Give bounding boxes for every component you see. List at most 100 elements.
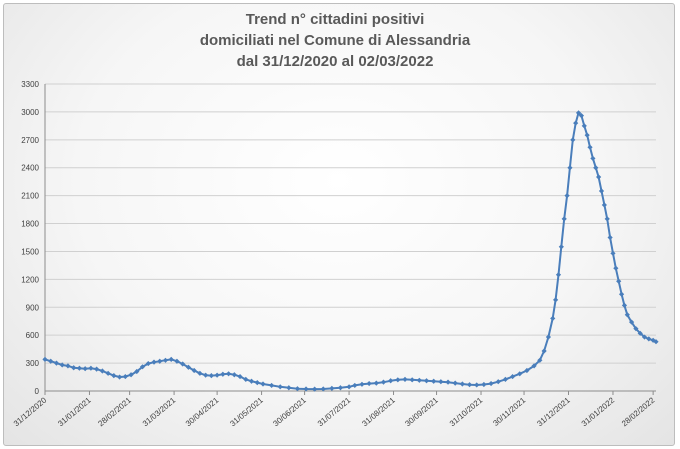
- data-point: [53, 360, 60, 366]
- x-tick-label: 31/10/2021: [448, 395, 485, 428]
- data-point: [416, 377, 422, 383]
- y-tick-label: 0: [35, 387, 40, 396]
- data-point: [575, 110, 582, 116]
- data-point: [48, 358, 54, 364]
- data-point: [277, 384, 283, 390]
- chart-title: Trend n° cittadini positivi domiciliati …: [200, 11, 471, 70]
- x-tick-label: 30/09/2021: [403, 395, 440, 428]
- data-point: [346, 384, 352, 390]
- x-tick-label: 31/05/2021: [228, 395, 265, 428]
- data-point: [637, 330, 643, 336]
- data-point: [352, 382, 358, 389]
- data-point: [459, 381, 465, 387]
- data-point: [197, 370, 203, 376]
- y-tick-label: 2100: [21, 192, 39, 201]
- data-point: [474, 382, 480, 388]
- data-point: [550, 315, 556, 322]
- x-tick-label: 28/02/2022: [620, 395, 657, 428]
- data-point: [269, 382, 275, 389]
- data-point: [71, 365, 77, 371]
- data-point: [65, 363, 71, 369]
- data-point: [122, 373, 128, 380]
- gridlines: [45, 83, 656, 392]
- data-point: [481, 381, 487, 388]
- data-point: [286, 385, 292, 391]
- data-point: [59, 362, 65, 368]
- data-point: [359, 381, 365, 387]
- data-point: [601, 202, 607, 208]
- data-point: [225, 371, 232, 377]
- data-point: [243, 376, 249, 382]
- data-point: [584, 132, 590, 138]
- x-tick-label: 31/12/2020: [12, 395, 49, 428]
- data-point: [191, 367, 197, 374]
- data-point: [388, 378, 394, 384]
- x-tick-label: 31/12/2021: [535, 395, 572, 428]
- y-tick-label: 1500: [21, 247, 39, 256]
- data-point: [445, 379, 451, 385]
- data-point: [409, 377, 415, 383]
- x-axis: 31/12/2020 31/01/2021 28/02/2021 31/03/2021…: [12, 390, 657, 428]
- data-point: [162, 357, 169, 363]
- y-tick-label: 2700: [21, 136, 39, 145]
- data-point: [329, 385, 335, 391]
- data-point: [303, 386, 309, 392]
- data-point: [633, 326, 639, 332]
- data-point: [402, 376, 408, 382]
- chart-title-line-2: domiciliati nel Comune di Alessandria: [200, 32, 471, 49]
- data-point: [237, 373, 243, 380]
- data-point: [116, 374, 123, 380]
- data-point: [650, 337, 656, 343]
- data-point: [537, 357, 543, 363]
- data-point: [203, 372, 209, 378]
- data-point: [596, 174, 602, 180]
- data-point: [573, 120, 579, 126]
- data-point: [157, 358, 163, 364]
- data-point: [495, 379, 501, 385]
- data-point: [618, 291, 625, 297]
- data-point: [578, 113, 585, 119]
- y-tick-label: 3300: [21, 80, 39, 89]
- data-point: [320, 386, 326, 392]
- data-point: [248, 378, 255, 384]
- data-point: [180, 361, 186, 367]
- data-point: [76, 365, 83, 371]
- data-point: [260, 381, 266, 387]
- data-point: [613, 265, 619, 271]
- data-point: [561, 216, 567, 222]
- data-point: [641, 334, 648, 340]
- data-point: [366, 380, 372, 387]
- x-tick-label: 31/01/2022: [580, 395, 617, 428]
- data-point: [99, 368, 105, 374]
- data-point: [174, 358, 180, 364]
- data-point: [555, 272, 562, 278]
- x-tick-label: 31/07/2021: [316, 395, 353, 428]
- data-point: [541, 348, 547, 354]
- x-tick-label: 30/06/2021: [271, 395, 308, 428]
- data-point: [629, 319, 635, 325]
- data-point: [502, 376, 509, 382]
- data-point: [438, 379, 444, 385]
- data-point: [553, 297, 559, 303]
- data-point: [88, 365, 94, 371]
- chart-title-line-3: dal 31/12/2020 al 02/03/2022: [237, 53, 434, 70]
- data-point: [581, 123, 587, 129]
- data-point: [593, 165, 599, 171]
- y-axis: 0 300 600 900 1200 1500 1800 2100 2400 2700 3000 33…: [21, 80, 46, 396]
- data-point: [185, 364, 192, 370]
- data-point: [607, 234, 613, 241]
- y-tick-label: 900: [26, 303, 40, 312]
- data-point: [94, 366, 100, 372]
- data-point: [570, 137, 576, 143]
- data-point: [466, 382, 473, 388]
- data-point: [653, 339, 659, 345]
- data-point: [312, 386, 318, 392]
- data-point: [604, 216, 610, 222]
- data-point: [431, 378, 437, 384]
- y-tick-label: 600: [26, 331, 40, 340]
- data-point: [567, 165, 573, 171]
- data-point: [610, 250, 616, 256]
- data-point: [624, 312, 630, 318]
- data-point: [294, 386, 301, 392]
